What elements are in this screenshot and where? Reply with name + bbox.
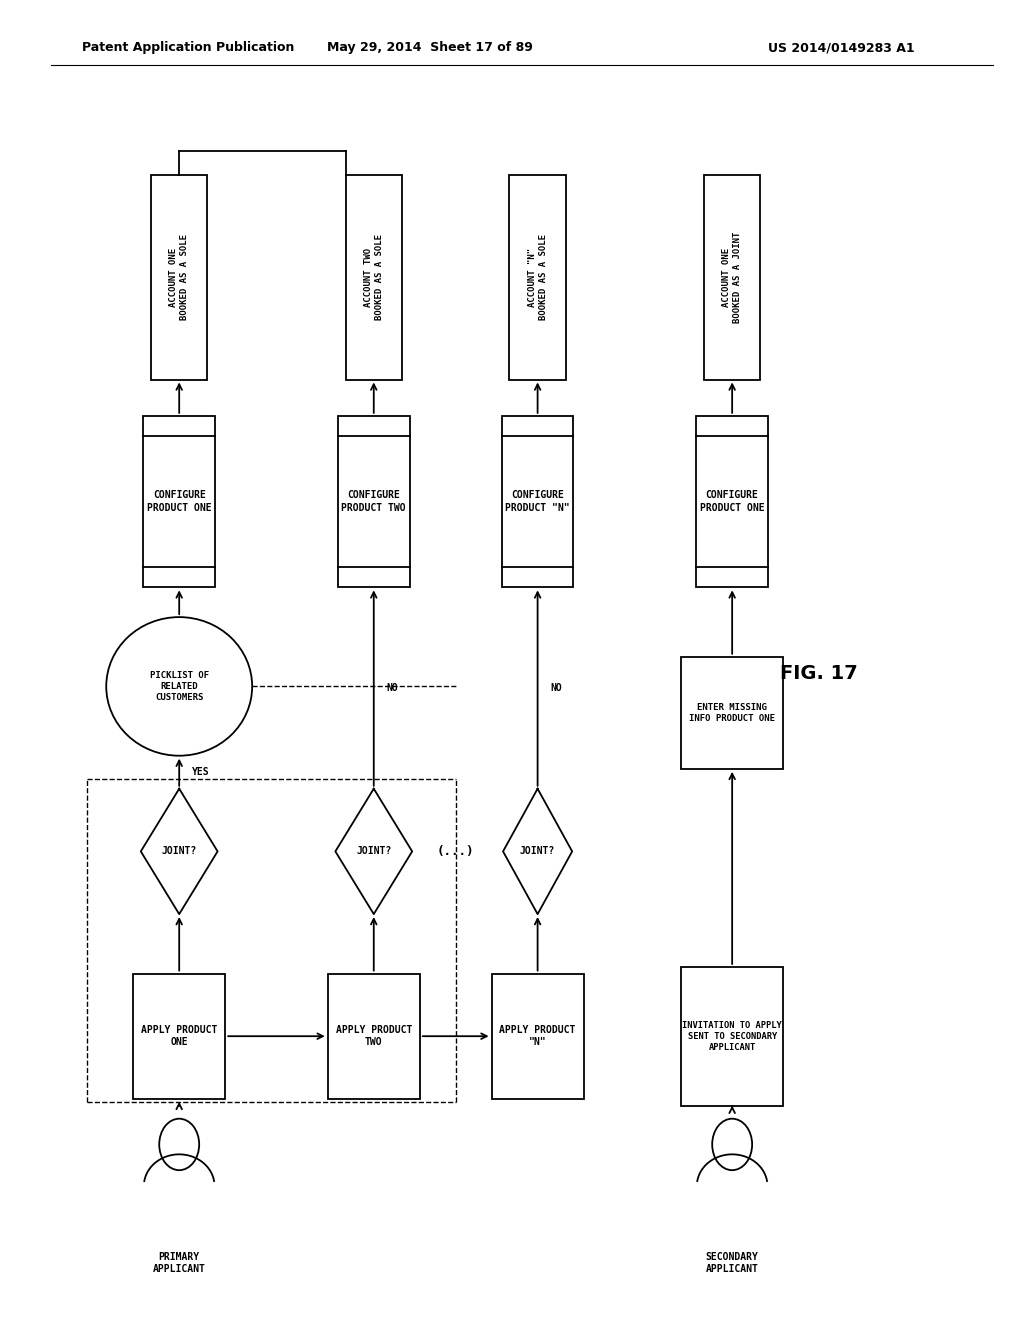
Text: Patent Application Publication: Patent Application Publication: [82, 41, 294, 54]
Text: JOINT?: JOINT?: [356, 846, 391, 857]
Text: INVITATION TO APPLY
SENT TO SECONDARY
APPLICANT: INVITATION TO APPLY SENT TO SECONDARY AP…: [682, 1020, 782, 1052]
Text: (...): (...): [437, 845, 474, 858]
FancyBboxPatch shape: [705, 174, 760, 380]
Text: CONFIGURE
PRODUCT TWO: CONFIGURE PRODUCT TWO: [341, 491, 407, 512]
FancyBboxPatch shape: [328, 974, 420, 1098]
FancyBboxPatch shape: [681, 966, 783, 1106]
FancyBboxPatch shape: [681, 656, 783, 768]
FancyBboxPatch shape: [696, 416, 768, 587]
Ellipse shape: [106, 616, 252, 755]
FancyBboxPatch shape: [338, 416, 410, 587]
FancyBboxPatch shape: [152, 174, 207, 380]
Text: May 29, 2014  Sheet 17 of 89: May 29, 2014 Sheet 17 of 89: [327, 41, 534, 54]
Text: SECONDARY
APPLICANT: SECONDARY APPLICANT: [706, 1253, 759, 1274]
Text: ACCOUNT ONE
BOOKED AS A SOLE: ACCOUNT ONE BOOKED AS A SOLE: [169, 234, 189, 321]
Text: JOINT?: JOINT?: [162, 846, 197, 857]
Text: CONFIGURE
PRODUCT "N": CONFIGURE PRODUCT "N": [505, 491, 570, 512]
Text: CONFIGURE
PRODUCT ONE: CONFIGURE PRODUCT ONE: [699, 491, 765, 512]
Polygon shape: [140, 789, 217, 913]
Text: APPLY PRODUCT
ONE: APPLY PRODUCT ONE: [141, 1026, 217, 1047]
Text: ACCOUNT TWO
BOOKED AS A SOLE: ACCOUNT TWO BOOKED AS A SOLE: [364, 234, 384, 321]
Text: PRIMARY
APPLICANT: PRIMARY APPLICANT: [153, 1253, 206, 1274]
Polygon shape: [503, 789, 572, 913]
Text: PICKLIST OF
RELATED
CUSTOMERS: PICKLIST OF RELATED CUSTOMERS: [150, 671, 209, 702]
FancyBboxPatch shape: [492, 974, 584, 1098]
Text: CONFIGURE
PRODUCT ONE: CONFIGURE PRODUCT ONE: [146, 491, 212, 512]
Text: ACCOUNT "N"
BOOKED AS A SOLE: ACCOUNT "N" BOOKED AS A SOLE: [527, 234, 548, 321]
Text: ACCOUNT ONE
BOOKED AS A JOINT: ACCOUNT ONE BOOKED AS A JOINT: [722, 231, 742, 323]
Text: APPLY PRODUCT
"N": APPLY PRODUCT "N": [500, 1026, 575, 1047]
Text: FIG. 17: FIG. 17: [780, 664, 858, 682]
Text: ENTER MISSING
INFO PRODUCT ONE: ENTER MISSING INFO PRODUCT ONE: [689, 702, 775, 723]
FancyBboxPatch shape: [502, 416, 573, 587]
Text: US 2014/0149283 A1: US 2014/0149283 A1: [768, 41, 914, 54]
FancyBboxPatch shape: [133, 974, 225, 1098]
FancyBboxPatch shape: [345, 174, 401, 380]
Text: NO: NO: [386, 682, 397, 693]
FancyBboxPatch shape: [510, 174, 565, 380]
Text: APPLY PRODUCT
TWO: APPLY PRODUCT TWO: [336, 1026, 412, 1047]
Text: YES: YES: [191, 767, 209, 777]
FancyBboxPatch shape: [143, 416, 215, 587]
Text: JOINT?: JOINT?: [520, 846, 555, 857]
Polygon shape: [336, 789, 412, 913]
Text: NO: NO: [550, 682, 561, 693]
